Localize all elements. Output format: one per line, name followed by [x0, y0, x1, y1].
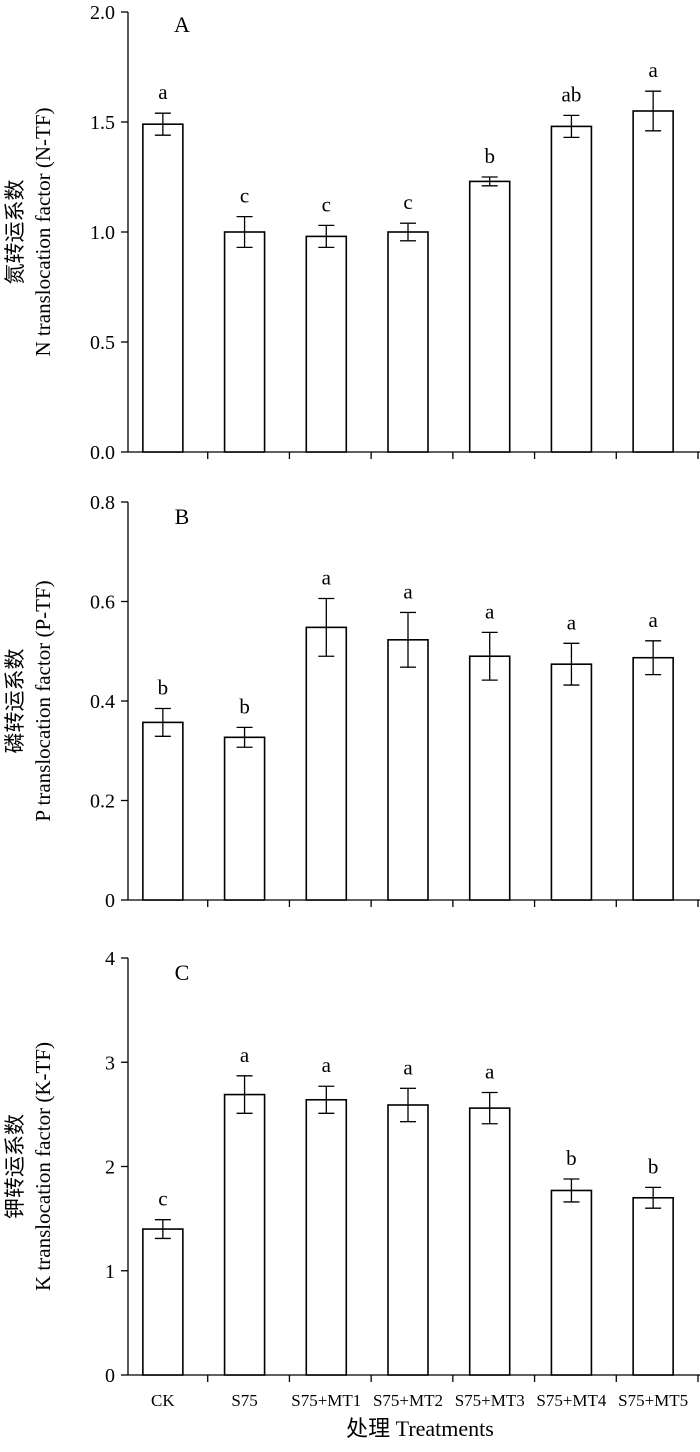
- panel-a-significance-letter: a: [648, 58, 658, 82]
- panel-a-y-tick-label: 2.0: [90, 2, 115, 24]
- panel-b-y-tick-label: 0: [105, 890, 115, 912]
- panel-b-significance-letter: a: [322, 566, 332, 590]
- panel-c-significance-letter: c: [158, 1187, 167, 1211]
- panel-a-y-title: N translocation factor (N-TF): [31, 107, 55, 356]
- panel-c-significance-letter: b: [566, 1146, 577, 1170]
- panel-b-letter: B: [175, 504, 190, 529]
- panel-c-y-tick-label: 4: [105, 948, 115, 970]
- panel-a-y-tick-label: 1.5: [90, 112, 115, 134]
- panel-c-y-tick-label: 0: [105, 1365, 115, 1387]
- panel-c-bar: [468, 1107, 511, 1376]
- panel-b-significance-letter: a: [403, 579, 413, 603]
- panel-b-y-tick-label: 0.4: [90, 691, 115, 713]
- panel-c-letter: C: [175, 960, 190, 985]
- panel-b-significance-letter: b: [158, 675, 169, 699]
- panel-a-significance-letter: c: [403, 190, 412, 214]
- panel-a-bar: [632, 110, 674, 453]
- panel-c-bar: [632, 1196, 674, 1376]
- panel-a-bar: [142, 123, 184, 453]
- panel-c-bar: [223, 1093, 266, 1376]
- panel-c-bar: [142, 1228, 184, 1376]
- panel-c-significance-letter: b: [648, 1154, 659, 1178]
- panel-a-bar: [468, 180, 511, 453]
- panel-b-bar: [550, 663, 593, 901]
- x-category-label: S75+MT2: [373, 1391, 443, 1410]
- panel-c-bar: [305, 1098, 348, 1376]
- panel-a-significance-letter: b: [484, 144, 495, 168]
- panel-c-significance-letter: a: [485, 1059, 495, 1083]
- panel-b-y-tick-label: 0.6: [90, 592, 115, 614]
- panel-a-y-tick-label: 0.5: [90, 332, 115, 354]
- panel-a-significance-letter: a: [158, 80, 168, 104]
- panel-a-letter: A: [174, 12, 190, 37]
- panel-c-y-tick-label: 2: [105, 1157, 115, 1179]
- panel-a-bar: [305, 235, 348, 453]
- panel-b-bar: [223, 736, 266, 901]
- panel-a-significance-letter: c: [240, 184, 249, 208]
- panel-a-bar: [550, 125, 593, 453]
- panel-b-y-tick-label: 0.8: [90, 492, 115, 514]
- panel-b-bar: [387, 639, 429, 901]
- panel-c-y-title: K translocation factor (K-TF): [31, 1042, 55, 1291]
- panel-b-significance-letter: a: [567, 610, 577, 634]
- panel-b-bar: [468, 655, 511, 901]
- panel-c-bar: [387, 1104, 429, 1376]
- x-axis-title: 处理 Treatments: [346, 1416, 494, 1441]
- panel-a-significance-letter: ab: [562, 82, 582, 106]
- panel-a-y-title-cn: 氮转运系数: [3, 180, 27, 285]
- x-category-label: S75: [231, 1391, 257, 1410]
- x-category-label: S75+MT5: [618, 1391, 688, 1410]
- panel-c-significance-letter: a: [322, 1053, 332, 1077]
- panel-b-y-tick-label: 0.2: [90, 791, 115, 813]
- panel-b-significance-letter: a: [648, 608, 658, 632]
- panel-c-significance-letter: a: [403, 1055, 413, 1079]
- panel-a-y-tick-label: 1.0: [90, 222, 115, 244]
- panel-b-significance-letter: a: [485, 599, 495, 623]
- x-category-label: CK: [151, 1391, 175, 1410]
- panel-a-significance-letter: c: [322, 192, 331, 216]
- panel-c-bar: [550, 1189, 593, 1376]
- panel-b-bar: [142, 721, 184, 901]
- panel-c-y-tick-label: 1: [105, 1261, 115, 1283]
- panel-b-bar: [632, 656, 674, 901]
- panel-a-bar: [387, 231, 429, 453]
- panel-c-y-title-cn: 钾转运系数: [3, 1114, 27, 1219]
- panel-a-y-tick-label: 0.0: [90, 442, 115, 464]
- x-category-label: S75+MT1: [291, 1391, 361, 1410]
- panel-c-y-tick-label: 3: [105, 1052, 115, 1074]
- panel-b-y-title-cn: 磷转运系数: [3, 649, 27, 754]
- panel-a-bar: [223, 231, 266, 453]
- panel-b-y-title: P translocation factor (P-TF): [31, 580, 55, 821]
- panel-b-significance-letter: b: [239, 694, 250, 718]
- x-category-label: S75+MT4: [536, 1391, 607, 1410]
- x-category-label: S75+MT3: [455, 1391, 525, 1410]
- panel-b-bar: [305, 626, 348, 901]
- panel-c-significance-letter: a: [240, 1043, 250, 1067]
